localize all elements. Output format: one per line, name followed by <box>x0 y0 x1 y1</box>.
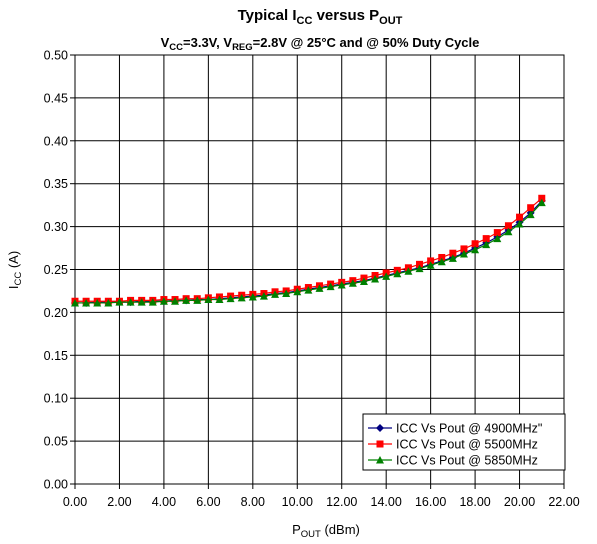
y-tick-label: 0.25 <box>44 263 68 277</box>
data-point <box>527 204 535 212</box>
data-point <box>148 298 157 306</box>
data-point <box>126 298 135 306</box>
x-tick-label: 0.00 <box>63 495 87 509</box>
y-tick-label: 0.00 <box>44 478 68 492</box>
legend-label: ICC Vs Pout @ 5500MHz <box>396 438 538 452</box>
data-point <box>504 227 513 236</box>
data-point <box>248 292 257 301</box>
data-point <box>438 253 446 261</box>
x-tick-label: 6.00 <box>196 495 220 509</box>
data-point <box>526 210 535 219</box>
data-point <box>315 284 324 292</box>
data-point <box>237 293 246 302</box>
data-point <box>448 254 457 262</box>
data-point <box>515 220 524 228</box>
y-tick-label: 0.45 <box>44 91 68 105</box>
data-point <box>427 257 435 265</box>
data-point <box>393 269 402 278</box>
data-point <box>82 298 91 307</box>
data-point <box>204 295 213 304</box>
x-tick-label: 16.00 <box>415 495 446 509</box>
legend-label: ICC Vs Pout @ 5850MHz <box>396 454 538 468</box>
legend-marker <box>376 440 384 448</box>
data-point <box>449 249 457 257</box>
series-3 <box>71 198 546 307</box>
x-axis-label: POUT (dBm) <box>292 522 360 540</box>
y-tick-label: 0.05 <box>44 435 68 449</box>
data-point <box>193 296 202 304</box>
x-tick-label: 4.00 <box>152 495 176 509</box>
data-point <box>504 222 512 230</box>
data-point <box>215 295 224 304</box>
legend-label: ICC Vs Pout @ 4900MHz" <box>396 422 542 436</box>
data-point <box>437 257 446 266</box>
data-point <box>93 298 102 307</box>
data-point <box>482 235 490 243</box>
y-tick-label: 0.50 <box>44 49 68 63</box>
data-point <box>226 294 235 303</box>
data-point <box>471 240 479 248</box>
data-point <box>326 282 335 291</box>
y-tick-label: 0.30 <box>44 220 68 234</box>
data-point <box>259 292 268 300</box>
data-point <box>182 296 191 304</box>
y-tick-label: 0.10 <box>44 392 68 406</box>
data-point <box>538 194 546 202</box>
y-axis-label: ICC (A) <box>6 251 24 289</box>
x-tick-label: 12.00 <box>326 495 357 509</box>
data-point <box>293 287 302 296</box>
data-point <box>271 290 280 298</box>
data-point <box>415 264 424 273</box>
data-point <box>382 272 391 280</box>
gridlines <box>74 54 565 485</box>
legend-item: ICC Vs Pout @ 5850MHz <box>368 454 538 468</box>
data-point <box>171 297 180 305</box>
legend-marker <box>376 424 384 432</box>
x-tick-label: 2.00 <box>107 495 131 509</box>
data-point <box>359 277 368 286</box>
x-tick-label: 8.00 <box>241 495 265 509</box>
data-point <box>471 245 480 254</box>
legend-box <box>362 413 566 471</box>
axis-ticks: 0.00 2.00 4.00 6.00 8.00 10.00 12.00 14.00 16.00… <box>44 49 580 510</box>
data-point <box>282 289 291 298</box>
data-point <box>460 245 468 253</box>
data-point <box>115 298 124 306</box>
data-point <box>137 298 146 306</box>
y-tick-label: 0.35 <box>44 177 68 191</box>
data-point <box>337 280 346 289</box>
chart-subtitle: VCC=3.3V, VREG=2.8V @ 25°C and @ 50% Dut… <box>161 35 480 53</box>
y-tick-label: 0.40 <box>44 134 68 148</box>
chart-title: Typical ICC versus POUT <box>238 7 403 27</box>
y-tick-label: 0.15 <box>44 349 68 363</box>
x-tick-label: 14.00 <box>371 495 402 509</box>
x-tick-label: 10.00 <box>282 495 313 509</box>
y-tick-label: 0.20 <box>44 306 68 320</box>
legend: ICC Vs Pout @ 4900MHz" ICC Vs Pout @ 5500… <box>362 413 566 471</box>
data-point <box>537 198 546 207</box>
legend-marker <box>376 456 384 464</box>
x-tick-label: 22.00 <box>548 495 579 509</box>
data-point <box>516 213 524 221</box>
data-point <box>159 297 168 305</box>
legend-item: ICC Vs Pout @ 5500MHz <box>368 438 538 452</box>
data-point <box>348 279 357 287</box>
data-point <box>482 240 491 249</box>
data-point <box>71 298 79 307</box>
series-layer <box>71 194 546 307</box>
data-point <box>371 274 380 283</box>
data-point <box>426 261 435 269</box>
x-tick-label: 20.00 <box>504 495 535 509</box>
data-point <box>404 267 413 275</box>
data-point <box>416 260 424 268</box>
x-tick-label: 18.00 <box>459 495 490 509</box>
legend-item: ICC Vs Pout @ 4900MHz" <box>368 422 542 436</box>
data-point <box>459 250 468 258</box>
data-point <box>304 286 313 294</box>
data-point <box>493 229 501 237</box>
data-point <box>493 234 502 243</box>
data-point <box>104 298 113 307</box>
